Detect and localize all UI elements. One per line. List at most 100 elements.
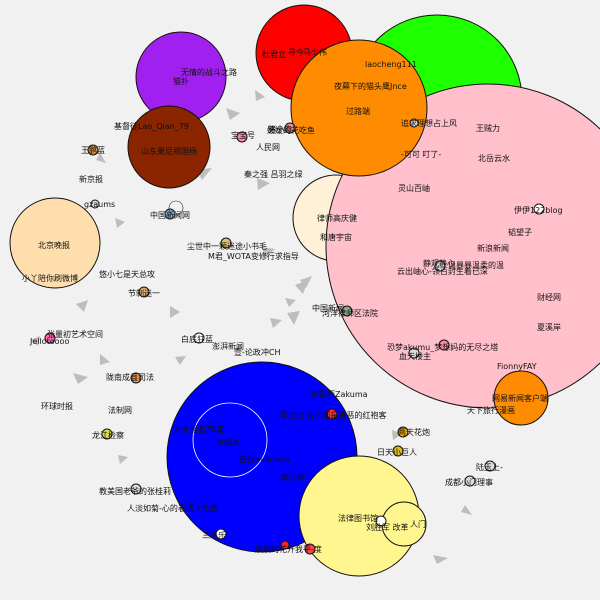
label: M君_WOTA变修行求指导 bbox=[208, 251, 299, 261]
label: 律师高庆健 bbox=[317, 213, 357, 223]
label: 寻今 bbox=[288, 47, 304, 57]
edge-arrow bbox=[76, 300, 88, 312]
node-longnan[interactable] bbox=[130, 372, 142, 384]
label: 韬望子 bbox=[508, 227, 532, 237]
node-pink-e[interactable] bbox=[409, 118, 419, 128]
node-pink-b[interactable] bbox=[434, 260, 446, 272]
clusters bbox=[9, 4, 600, 577]
edge-arrow bbox=[175, 356, 186, 365]
node-longjiang[interactable] bbox=[101, 428, 113, 440]
node-blue-red[interactable] bbox=[326, 408, 338, 420]
label: 北京晚报 bbox=[38, 240, 70, 250]
label: 网易新闻客户端 bbox=[492, 393, 548, 403]
node-yellow-white[interactable] bbox=[375, 515, 387, 527]
label: 过路端 bbox=[346, 106, 370, 116]
label: 猪小肉 bbox=[268, 124, 292, 134]
node-gzaums[interactable] bbox=[90, 199, 100, 209]
edge-arrow bbox=[96, 153, 106, 163]
node-zhongguoxinwenwang[interactable] bbox=[164, 208, 176, 220]
label: 宝宝号 bbox=[231, 130, 255, 140]
label: 环球时报 bbox=[41, 401, 73, 411]
label: 中国新闻 bbox=[312, 303, 344, 313]
label: 法律图书馆 bbox=[338, 513, 378, 523]
label: 教美国老爷的张桂莉 bbox=[99, 486, 171, 496]
edge-arrow bbox=[392, 430, 402, 440]
label: 尘世中一颗迷途小书毛 bbox=[187, 241, 267, 251]
label: 和唐宇宙 bbox=[320, 232, 352, 242]
edge-arrow bbox=[270, 318, 282, 328]
orange-small-circle bbox=[493, 370, 549, 426]
label: 壹-论政冲CH bbox=[234, 347, 281, 357]
node-heyang[interactable] bbox=[341, 305, 353, 317]
label: 龙江检察 bbox=[92, 430, 124, 440]
node-liangtianhuapao[interactable] bbox=[397, 426, 409, 438]
label: 悠小七是天总攻 bbox=[99, 269, 155, 279]
node-yuanyuan[interactable] bbox=[236, 131, 248, 143]
node-jellotoooo[interactable] bbox=[44, 332, 56, 344]
node-luyushang[interactable] bbox=[484, 460, 496, 472]
label: 媛媛的花吃鱼 bbox=[267, 125, 315, 135]
node-pink-c[interactable] bbox=[438, 339, 450, 351]
label: 温暴暴温柔的温 bbox=[448, 260, 504, 270]
edge-arrow bbox=[285, 298, 296, 307]
label: 马少伟 bbox=[303, 47, 327, 57]
label: 北岳云水 bbox=[478, 153, 510, 163]
node-pink-d[interactable] bbox=[408, 347, 420, 359]
label: -可可 叮了- bbox=[401, 150, 441, 159]
node-pink-a[interactable] bbox=[533, 203, 545, 215]
edge-arrow bbox=[287, 311, 300, 325]
node-ritian[interactable] bbox=[392, 445, 404, 457]
label: laocheng111 bbox=[365, 60, 417, 69]
small-nodes bbox=[44, 118, 545, 555]
node-baidikuanglan[interactable] bbox=[193, 332, 205, 344]
node-white-bottom[interactable] bbox=[215, 528, 227, 540]
label: 山东果尼郑国杨 bbox=[141, 146, 197, 156]
label: 刘胜军 改革 bbox=[366, 522, 409, 532]
node-wangpenglan[interactable] bbox=[87, 144, 99, 156]
label: 夏溪岸 bbox=[537, 322, 561, 332]
node-chenshi[interactable] bbox=[220, 237, 232, 249]
label: 陆玉上- bbox=[476, 462, 503, 472]
edge-arrow bbox=[257, 178, 270, 190]
edge-arrow bbox=[170, 306, 180, 318]
node-jiaomeiguo[interactable] bbox=[130, 483, 142, 495]
label: 晨晨的花开我平-度 bbox=[255, 544, 322, 554]
label: 白底狂蓝 bbox=[181, 334, 213, 344]
node-chengdu[interactable] bbox=[464, 475, 476, 487]
edge-arrow bbox=[115, 218, 125, 228]
label: Jellotoooo bbox=[29, 337, 69, 346]
label: 三乐乐 bbox=[202, 530, 226, 540]
label: 血天楼主 bbox=[399, 351, 431, 361]
edge-arrow bbox=[100, 354, 110, 365]
edge-arrow bbox=[461, 505, 472, 515]
node-zhuxiaorou[interactable] bbox=[284, 122, 296, 134]
label: 人民网 bbox=[256, 143, 280, 152]
edge-arrow bbox=[433, 555, 448, 564]
label: 秦之强 吕羽之绿 bbox=[244, 169, 303, 179]
blue-inner-circle bbox=[192, 402, 268, 478]
label: 灵山百岫 bbox=[398, 183, 430, 193]
node-ring bbox=[168, 200, 184, 216]
label: 张量初艺术空间 bbox=[47, 329, 103, 339]
label: FionnyFAY bbox=[497, 362, 537, 371]
node-jiezhi[interactable] bbox=[138, 286, 150, 298]
labels: 杜君立 马少伟 寻今 laocheng111 无情的战斗之路 猫扑 山东果尼郑国… bbox=[22, 47, 563, 554]
node-red-bottom[interactable] bbox=[304, 543, 316, 555]
label: 夜幕下的猫头鹰Jnce bbox=[334, 81, 407, 91]
label: 新京报 bbox=[79, 174, 103, 184]
label: 成都小门理事 bbox=[445, 477, 493, 487]
edge-arrow bbox=[73, 373, 88, 384]
label: 日天小巨人 bbox=[377, 448, 417, 457]
edge-arrow bbox=[30, 336, 40, 346]
label: 小丫陪你刷微博 bbox=[22, 273, 78, 283]
label: 杜君立 bbox=[262, 49, 286, 59]
edge-arrow bbox=[255, 90, 265, 101]
node-red-bottom2[interactable] bbox=[280, 540, 290, 550]
label: 澎湃新闻 bbox=[212, 341, 244, 351]
label: 恐梦akumu_梦想妈的无尽之塔 bbox=[387, 342, 498, 352]
orange-cluster-circle bbox=[290, 39, 428, 177]
edge-arrow bbox=[226, 108, 240, 120]
label: 财经网 bbox=[537, 292, 561, 302]
label: 无情的战斗之路 bbox=[181, 67, 237, 77]
